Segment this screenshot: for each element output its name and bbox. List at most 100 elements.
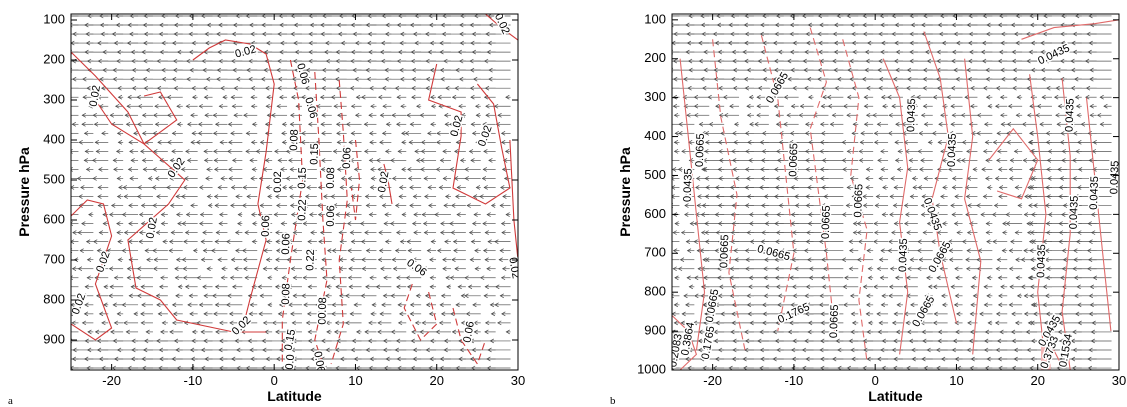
contour-lines [672, 19, 1119, 370]
y-tick-label: 500 [644, 167, 666, 182]
x-tick-label: 10 [949, 373, 963, 388]
contour-line [672, 315, 698, 370]
contour-label: 0.0435 [1088, 176, 1101, 210]
y-tick-label: 500 [43, 171, 65, 186]
x-tick-label: -20 [703, 373, 722, 388]
contour-line [809, 27, 836, 332]
contour-label: 0.0665 [820, 205, 833, 239]
y-tick-label: 100 [644, 11, 666, 26]
plot-frame [671, 13, 1120, 371]
y-tick-label: 300 [644, 89, 666, 104]
contour-label: 0.0435 [1108, 160, 1121, 194]
contour-line [964, 58, 982, 355]
contour-line [314, 71, 328, 365]
x-tick-label: 20 [429, 373, 443, 388]
contour-line [1061, 78, 1071, 370]
x-tick-label: 0 [271, 373, 278, 388]
contour-label: 0.15 [296, 167, 309, 189]
contour-label: 0.02 [272, 171, 284, 192]
contour-label: 0.22 [296, 199, 309, 221]
contour-line [427, 63, 511, 205]
plot-area [672, 14, 1119, 370]
contour-label: 0.08 [280, 283, 293, 305]
x-tick-label: 30 [511, 373, 525, 388]
y-tick-label: 100 [43, 11, 65, 26]
x-tick-label: 20 [1030, 373, 1044, 388]
x-tick-label: -10 [184, 373, 203, 388]
contour-line [988, 127, 1039, 200]
contour-line [350, 139, 361, 221]
y-tick-label: 900 [644, 323, 666, 338]
contour-line [383, 163, 393, 205]
contour-line [923, 31, 958, 324]
contour-label: 0.06 [280, 233, 293, 255]
plot-frame [70, 13, 519, 371]
x-tick-label: 10 [348, 373, 362, 388]
contour-label: 0.0665 [718, 234, 731, 268]
y-tick-label: 600 [644, 206, 666, 221]
contour-label: 0.06 [461, 320, 477, 343]
contour-line [842, 39, 868, 363]
y-tick-label: 400 [43, 131, 65, 146]
contour-lines [71, 14, 518, 366]
y-tick-label: 600 [43, 211, 65, 226]
contour-line [71, 199, 113, 341]
contour-line [882, 58, 909, 355]
contour-line [1021, 19, 1119, 40]
panel-label: a [8, 395, 13, 407]
y-tick-label: 900 [43, 331, 65, 346]
contour-label: 0.0665 [787, 143, 800, 177]
contour-label: 0.22 [304, 249, 317, 271]
contour-line [760, 35, 795, 332]
contour-line [712, 39, 746, 351]
contour-label: 0.0 [284, 354, 297, 370]
y-tick-label: 1000 [637, 361, 666, 376]
contour-label: 0.08 [288, 129, 301, 151]
contour-line [452, 307, 487, 366]
contour-label: 0.06 [311, 350, 327, 373]
contour-label: 0.06 [325, 205, 338, 227]
contour-label: 0.0435 [897, 238, 910, 272]
contour-label: 0.02 [376, 170, 392, 193]
contour-label: 0.08 [316, 297, 329, 319]
contour-label: 0.0665 [694, 133, 707, 167]
contour-line [192, 39, 275, 333]
contour-label: 0.0435 [1035, 244, 1048, 278]
contour-line [1085, 97, 1112, 332]
y-tick-label: 200 [43, 51, 65, 66]
contour-line [281, 59, 304, 364]
contour-line [1045, 338, 1063, 367]
x-axis-label: Latitude [868, 388, 923, 404]
contour-label: 0.06 [302, 96, 319, 120]
contour-label: 0.15 [316, 303, 329, 325]
contour-label: 0.15 [308, 143, 321, 165]
contour-line [94, 91, 178, 145]
wind-vectors [672, 14, 1112, 370]
y-tick-label: 300 [43, 91, 65, 106]
panel-label: b [610, 395, 616, 407]
chart-panel-a: 0.02 0.02 0.06 0.06 0.02 0.08 0.02 0.15 0.22 0.15… [8, 11, 525, 407]
y-tick-label: 200 [644, 50, 666, 65]
contour-fill [1040, 344, 1051, 370]
y-tick-label: 700 [644, 245, 666, 260]
y-tick-label: 700 [43, 251, 65, 266]
contour-label: 0.02 [88, 84, 104, 107]
contour-label: 0.06 [341, 147, 354, 169]
contour-label: 0.0435 [946, 133, 959, 167]
contour-line [403, 283, 438, 341]
chart-panel-b: 0.0435 0.0665 0.0665 0.0435 0.0665 0.0435 0.04… [610, 11, 1126, 407]
x-tick-label: -10 [785, 373, 804, 388]
contour-line [1029, 74, 1047, 370]
x-tick-label: 0 [872, 373, 879, 388]
contour-label: 0.0435 [1068, 195, 1081, 229]
contour-label: 0.08 [325, 167, 338, 189]
x-axis-label: Latitude [267, 388, 322, 404]
y-tick-label: 400 [644, 128, 666, 143]
contour-line [71, 51, 267, 333]
contour-label: 0.0665 [852, 184, 865, 218]
y-axis-label: Pressure hPa [617, 147, 633, 237]
contour-label: 0.0435 [905, 98, 918, 132]
contour-label: 0.0665 [828, 304, 841, 338]
x-tick-label: -20 [102, 373, 121, 388]
